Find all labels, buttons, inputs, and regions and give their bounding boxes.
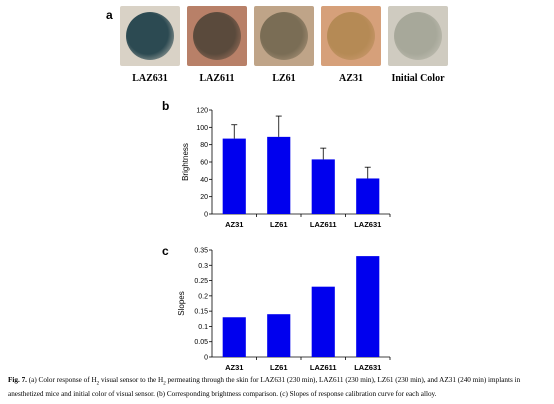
y-tick-label: 0.15 (194, 309, 208, 316)
x-tick-label: LAZ611 (310, 220, 337, 229)
panel-b-letter: b (162, 99, 170, 113)
photo-label-lz61: LZ61 (272, 73, 296, 84)
x-tick-label: LAZ631 (354, 220, 381, 229)
y-tick-label: 60 (200, 160, 208, 167)
x-tick-label: LAZ631 (354, 363, 381, 372)
x-tick-label: LZ61 (270, 220, 288, 229)
figure-caption: Fig. 7. (a) Color response of H2 visual … (8, 375, 548, 399)
x-tick-label: AZ31 (225, 363, 243, 372)
sensor-disc (327, 12, 375, 60)
photo-lz61 (254, 6, 314, 66)
photo-label-laz611: LAZ611 (199, 73, 235, 84)
y-tick-label: 20 (200, 194, 208, 201)
y-tick-label: 0.3 (198, 263, 208, 270)
y-axis-label: Brightness (181, 143, 190, 181)
y-tick-label: 0.25 (194, 278, 208, 285)
bar-laz611 (311, 159, 335, 214)
photo-label-initial-color: Initial Color (391, 73, 445, 84)
panel-a-letter: a (106, 8, 113, 22)
photo-laz611 (187, 6, 247, 66)
sensor-disc (394, 12, 442, 60)
y-tick-label: 0 (204, 212, 208, 219)
x-tick-label: LZ61 (270, 363, 288, 372)
sensor-disc (193, 12, 241, 60)
y-tick-label: 0.35 (194, 248, 208, 255)
caption-text-1: (a) Color response of H (26, 376, 97, 384)
bar-lz61 (267, 136, 291, 214)
photo-initial-color (388, 6, 448, 66)
photo-az31 (321, 6, 381, 66)
caption-text-2: visual sensor to the H (99, 376, 164, 384)
x-tick-label: AZ31 (225, 220, 243, 229)
sensor-disc (126, 12, 174, 60)
brightness-chart: 0 20 40 60 80 100 120 AZ31 LZ61 LAZ611 LAZ631 Brigh… (181, 108, 391, 229)
panel-c-letter: c (162, 244, 169, 258)
x-tick-label: LAZ611 (310, 363, 337, 372)
y-tick-label: 120 (196, 108, 208, 115)
bar-lz61 (267, 314, 291, 357)
sensor-photos (120, 6, 450, 70)
y-tick-label: 0.1 (198, 324, 208, 331)
y-tick-label: 100 (196, 125, 208, 132)
y-tick-label: 0.2 (198, 293, 208, 300)
bar-laz631 (356, 178, 380, 214)
y-tick-label: 80 (200, 142, 208, 149)
y-tick-label: 40 (200, 177, 208, 184)
slopes-chart: 0 0.05 0.1 0.15 0.2 0.25 0.3 0.35 AZ31 LZ61 LAZ611… (177, 248, 391, 372)
sensor-disc (260, 12, 308, 60)
caption-sub-2: 2 (163, 381, 166, 387)
bar-az31 (222, 317, 246, 357)
bar-laz631 (356, 256, 380, 357)
caption-text-3: permeating through the skin for LAZ631 (… (8, 376, 521, 399)
y-tick-label: 0.05 (194, 339, 208, 346)
photo-laz631 (120, 6, 180, 66)
photo-label-laz631: LAZ631 (132, 73, 168, 84)
caption-label: Fig. 7. (8, 376, 27, 384)
y-axis-label: Slopes (177, 291, 186, 315)
photo-label-az31: AZ31 (339, 73, 363, 84)
bar-az31 (222, 138, 246, 214)
y-tick-label: 0 (204, 355, 208, 362)
caption-sub-1: 2 (96, 381, 100, 387)
bar-laz611 (311, 286, 335, 357)
